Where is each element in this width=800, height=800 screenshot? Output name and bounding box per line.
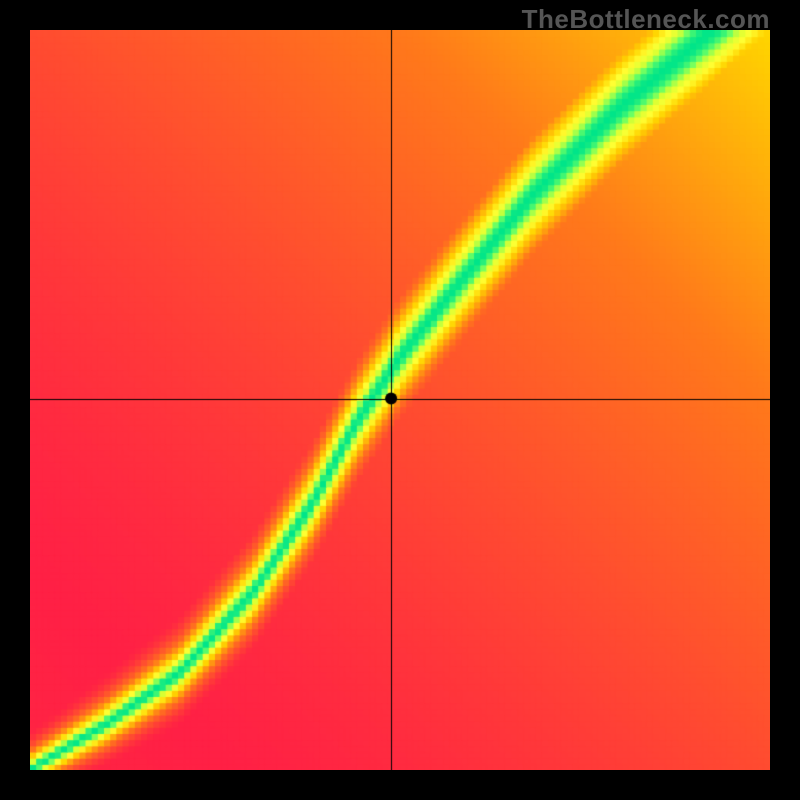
chart-frame: TheBottleneck.com	[0, 0, 800, 800]
watermark-text: TheBottleneck.com	[522, 4, 770, 35]
heatmap-plot-area	[30, 30, 770, 770]
heatmap-canvas	[30, 30, 770, 770]
